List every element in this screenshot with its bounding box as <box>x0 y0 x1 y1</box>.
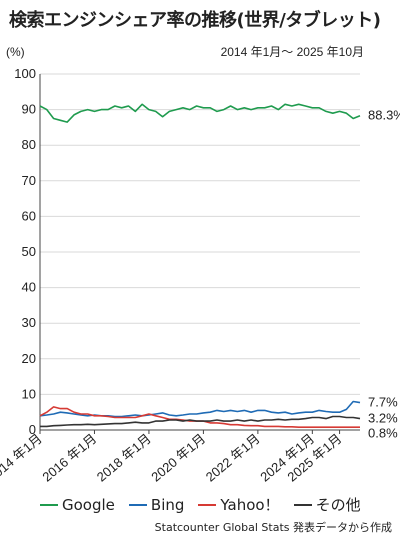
series-line-3 <box>40 415 361 428</box>
y-unit-label: (%) <box>6 45 25 59</box>
legend-item-0: Google <box>40 494 115 515</box>
legend-swatch <box>198 503 217 506</box>
source-note: Statcounter Global Stats 発表データから作成 <box>154 521 392 534</box>
period-label: 2014 年1月〜 2025 年10月 <box>221 45 364 59</box>
end-label-0: 88.3% <box>368 108 400 123</box>
legend-item-2: Yahoo！ <box>198 494 280 515</box>
legend-swatch <box>128 503 147 506</box>
x-tick-label: 2022 年1月 <box>203 431 263 485</box>
y-tick-label: 50 <box>22 244 36 259</box>
y-tick-label: 90 <box>22 102 36 117</box>
series-line-0 <box>39 103 361 123</box>
y-tick-label: 60 <box>22 208 36 223</box>
end-label-3: 3.2% <box>368 411 398 426</box>
y-tick-label: 40 <box>22 280 36 295</box>
x-tick-label: 2014 年1月 <box>0 431 45 485</box>
legend-item-1: Bing <box>128 494 185 515</box>
legend-swatch <box>293 503 312 506</box>
y-tick-label: 70 <box>22 173 36 188</box>
legend-label: Yahoo！ <box>220 496 280 514</box>
y-tick-label: 10 <box>22 386 36 401</box>
y-tick-label: 100 <box>14 66 36 81</box>
end-label-2: 0.8% <box>368 426 398 441</box>
y-tick-label: 30 <box>22 315 36 330</box>
legend-label: その他 <box>315 496 361 514</box>
x-tick-label: 2018 年1月 <box>94 431 154 485</box>
y-tick-label: 20 <box>22 351 36 366</box>
end-label-1: 7.7% <box>368 395 398 410</box>
y-axis: 0 10 20 30 40 50 60 70 80 90 100 <box>14 66 36 437</box>
series-layer <box>39 103 361 428</box>
x-tick-label: 2016 年1月 <box>39 431 99 485</box>
y-tick-label: 80 <box>22 137 36 152</box>
legend-item-3: その他 <box>293 494 361 515</box>
y-tick-label: 0 <box>29 422 36 437</box>
legend: Google Bing Yahoo！ その他 <box>40 494 361 515</box>
legend-label: Google <box>62 495 115 514</box>
end-labels: 88.3% 7.7%3.2%0.8% <box>368 108 400 441</box>
legend-label: Bing <box>150 495 185 514</box>
legend-swatch <box>40 503 58 506</box>
grid-layer <box>39 73 360 431</box>
x-tick-label: 2020 年1月 <box>148 431 208 485</box>
chart-title: 検索エンジンシェア率の推移(世界/タブレット) <box>9 10 381 31</box>
